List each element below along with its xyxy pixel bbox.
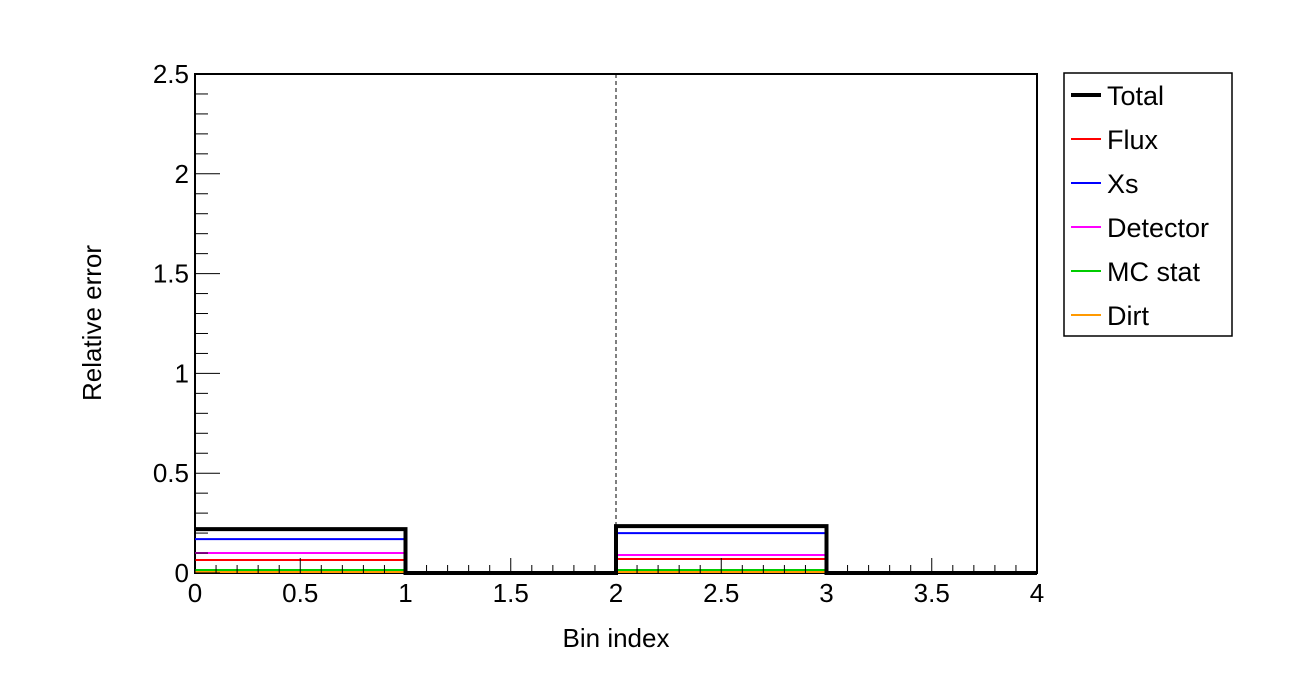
y-tick-label: 1.5 (153, 259, 189, 289)
legend: Total Flux Xs Detector MC stat Dirt (1063, 72, 1233, 337)
legend-box (1063, 72, 1233, 337)
y-tick-label: 0.5 (153, 458, 189, 488)
legend-label-dirt: Dirt (1107, 301, 1149, 331)
x-tick-label: 1 (398, 578, 412, 608)
legend-label-flux: Flux (1107, 125, 1159, 155)
y-tick-label: 2 (175, 159, 189, 189)
x-tick-label: 2 (609, 578, 623, 608)
x-tick-label: 1.5 (493, 578, 529, 608)
y-tick-label: 0 (175, 558, 189, 588)
plot-frame (194, 73, 1038, 574)
legend-label-total: Total (1107, 81, 1164, 111)
y-axis-title: Relative error (77, 245, 107, 401)
legend-label-mc-stat: MC stat (1107, 257, 1201, 287)
x-tick-label: 2.5 (703, 578, 739, 608)
x-tick-label: 0.5 (282, 578, 318, 608)
x-axis-title: Bin index (563, 623, 670, 653)
y-tick-label: 1 (175, 358, 189, 388)
y-tick-label: 2.5 (153, 59, 189, 89)
legend-label-xs: Xs (1107, 169, 1139, 199)
x-tick-label: 3 (819, 578, 833, 608)
x-tick-label: 0 (188, 578, 202, 608)
legend-label-detector: Detector (1107, 213, 1209, 243)
x-tick-label: 3.5 (914, 578, 950, 608)
x-tick-label: 4 (1030, 578, 1044, 608)
